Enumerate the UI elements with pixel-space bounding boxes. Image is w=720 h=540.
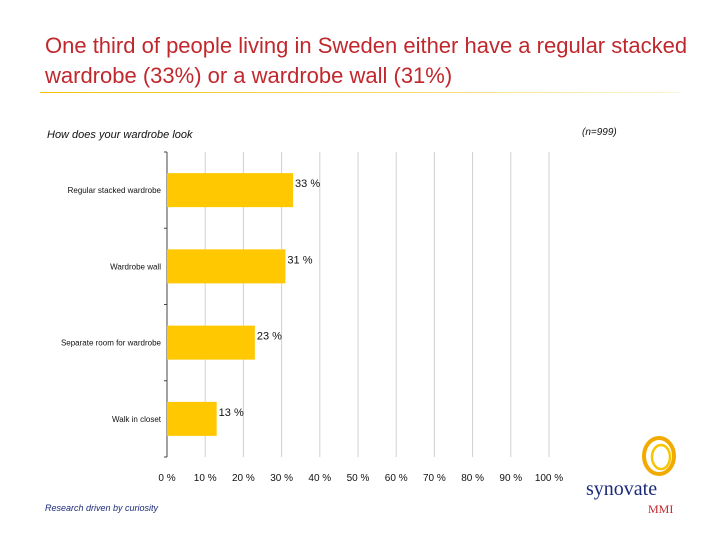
x-tick-label: 50 % [347, 473, 370, 484]
x-tick-label: 100 % [535, 473, 563, 484]
x-tick-label: 90 % [499, 473, 522, 484]
bar [167, 325, 255, 360]
title-divider [40, 92, 680, 93]
x-tick-label: 30 % [270, 473, 293, 484]
logo-subtitle: MMI [648, 502, 674, 516]
category-label: Regular stacked wardrobe [68, 186, 162, 195]
sample-size: (n=999) [582, 127, 617, 138]
value-label: 31 % [287, 254, 312, 266]
synovate-logo-icon [642, 436, 676, 476]
x-tick-label: 80 % [461, 473, 484, 484]
footer-tagline: Research driven by curiosity [45, 503, 159, 513]
x-tick-label: 20 % [232, 473, 255, 484]
x-tick-label: 40 % [308, 473, 331, 484]
logo-wordmark: synovate [586, 478, 658, 500]
x-tick-label: 70 % [423, 473, 446, 484]
x-tick-label: 10 % [194, 473, 217, 484]
value-label: 23 % [257, 331, 282, 343]
category-label: Separate room for wardrobe [61, 339, 162, 348]
bar [167, 173, 294, 208]
bar [167, 249, 286, 284]
x-tick-label: 60 % [385, 473, 408, 484]
value-label: 33 % [295, 178, 320, 190]
category-label: Walk in closet [112, 415, 162, 424]
bar [167, 401, 217, 436]
survey-question: How does your wardrobe look [47, 129, 193, 141]
category-label: Wardrobe wall [110, 262, 161, 271]
x-tick-label: 0 % [158, 473, 175, 484]
value-label: 13 % [219, 407, 244, 419]
page-title: One third of people living in Sweden eit… [45, 33, 688, 88]
